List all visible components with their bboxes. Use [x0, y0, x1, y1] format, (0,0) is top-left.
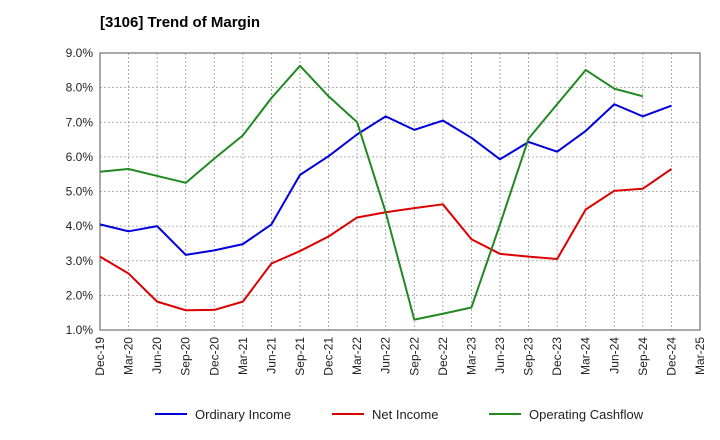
y-tick-label: 9.0% — [66, 46, 94, 60]
x-tick-label: Dec-20 — [207, 337, 221, 376]
legend-label-ordinary-income: Ordinary Income — [195, 407, 291, 422]
y-tick-label: 6.0% — [66, 150, 94, 164]
x-tick-label: Mar-23 — [464, 337, 478, 375]
x-tick-label: Dec-19 — [93, 337, 107, 376]
x-tick-label: Mar-21 — [236, 337, 250, 375]
x-tick-label: Jun-20 — [150, 337, 164, 374]
y-tick-label: 3.0% — [66, 254, 94, 268]
x-tick-label: Jun-24 — [607, 337, 621, 374]
legend-label-net-income: Net Income — [372, 407, 438, 422]
x-tick-label: Mar-25 — [693, 337, 707, 375]
x-tick-label: Sep-22 — [407, 337, 421, 376]
legend-label-operating-cashflow: Operating Cashflow — [529, 407, 644, 422]
x-tick-label: Mar-20 — [122, 337, 136, 375]
x-tick-label: Dec-23 — [550, 337, 564, 376]
y-tick-label: 4.0% — [66, 219, 94, 233]
x-tick-label: Jun-22 — [379, 337, 393, 374]
y-tick-label: 2.0% — [66, 288, 94, 302]
x-tick-label: Jun-21 — [264, 337, 278, 374]
y-tick-label: 5.0% — [66, 185, 94, 199]
x-tick-label: Dec-21 — [322, 337, 336, 376]
y-tick-label: 1.0% — [66, 323, 94, 337]
x-tick-label: Dec-24 — [664, 337, 678, 376]
x-tick-label: Sep-24 — [636, 337, 650, 376]
x-tick-label: Sep-23 — [522, 337, 536, 376]
chart-title: [3106] Trend of Margin — [100, 14, 261, 31]
plot-frame — [99, 52, 701, 331]
x-tick-label: Jun-23 — [493, 337, 507, 374]
x-tick-label: Mar-22 — [350, 337, 364, 375]
x-tick-label: Dec-22 — [436, 337, 450, 376]
x-tick-label: Sep-20 — [179, 337, 193, 376]
series-line-ordinary-income — [99, 103, 672, 256]
series-line-operating-cashflow — [99, 64, 644, 321]
y-tick-label: 7.0% — [66, 115, 94, 129]
y-tick-label: 8.0% — [66, 81, 94, 95]
x-tick-label: Sep-21 — [293, 337, 307, 376]
x-tick-label: Mar-24 — [579, 337, 593, 375]
